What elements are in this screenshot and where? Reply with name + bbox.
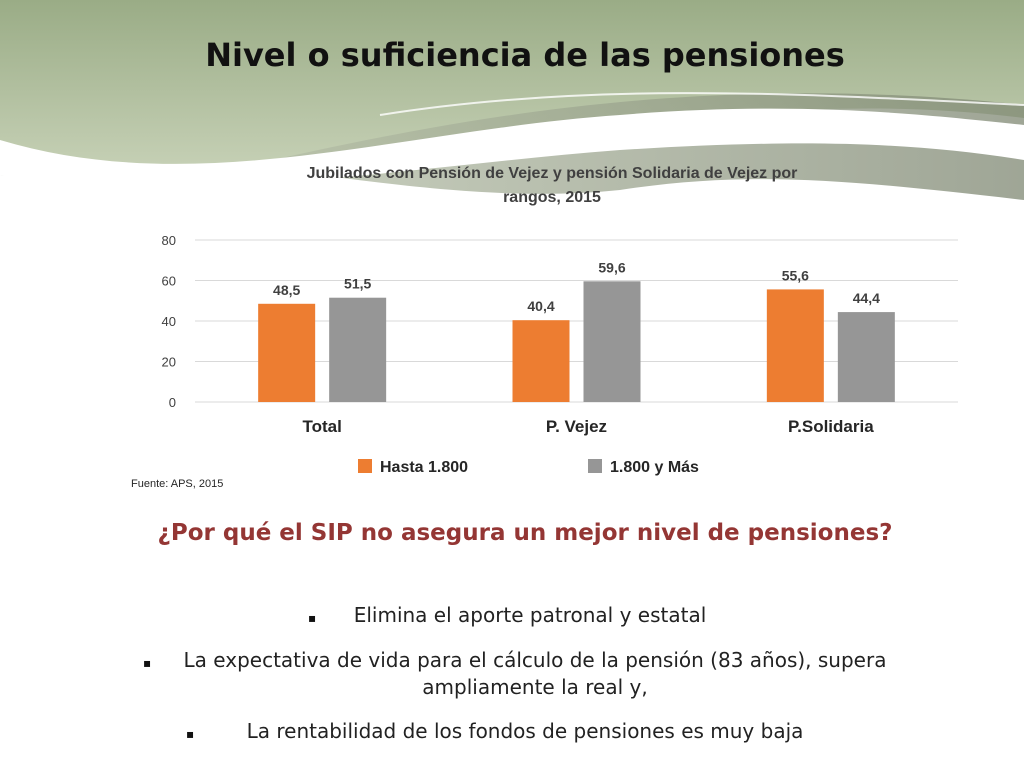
bullet-item-2: ▪ La expectativa de vida para el cálculo… (140, 647, 930, 701)
bullet-item-3: ▪ La rentabilidad de los fondos de pensi… (180, 718, 870, 745)
x-tick-label: P. Vejez (546, 417, 607, 436)
bar (583, 281, 641, 402)
bullet-marker: ▪ (186, 727, 195, 741)
x-tick-label: Total (302, 417, 341, 436)
bullet-marker: ▪ (308, 611, 317, 625)
bullet-item-1: ▪ Elimina el aporte patronal y estatal (300, 602, 760, 629)
slide-title: Nivel o suficiencia de las pensiones (205, 36, 845, 74)
data-label: 59,6 (598, 259, 625, 275)
x-tick-label: P.Solidaria (788, 417, 874, 436)
data-label: 40,4 (527, 298, 554, 314)
chart-title: rangos, 2015 (503, 189, 601, 206)
bar (258, 303, 316, 402)
bar (329, 297, 387, 402)
legend-label: Hasta 1.800 (380, 459, 468, 476)
chart-title: Jubilados con Pensión de Vejez y pensión… (307, 165, 798, 182)
legend-swatch (358, 459, 372, 473)
question-heading: ¿Por qué el SIP no asegura un mejor nive… (157, 520, 893, 546)
bullet-text-1: Elimina el aporte patronal y estatal (353, 603, 707, 627)
data-label: 51,5 (344, 276, 371, 292)
bullet-text-2: La expectativa de vida para el cálculo d… (183, 648, 887, 699)
bar (512, 320, 570, 402)
header-wave-line (379, 92, 1024, 116)
data-label: 44,4 (853, 290, 880, 306)
legend-label: 1.800 y Más (610, 459, 699, 476)
data-label: 55,6 (782, 267, 809, 283)
header-wave-white (0, 108, 1024, 186)
bar (766, 289, 824, 402)
bar (837, 312, 895, 402)
y-tick-label: 80 (162, 233, 176, 248)
header-band (0, 0, 1024, 182)
y-tick-label: 0 (169, 395, 176, 410)
chart-source: Fuente: APS, 2015 (131, 478, 223, 490)
y-tick-label: 60 (162, 274, 176, 289)
y-tick-label: 20 (162, 355, 176, 370)
data-label: 48,5 (273, 282, 300, 298)
bullet-text-3: La rentabilidad de los fondos de pension… (246, 719, 804, 743)
bullet-marker: ▪ (143, 656, 152, 670)
legend-swatch (588, 459, 602, 473)
y-tick-label: 40 (162, 314, 176, 329)
